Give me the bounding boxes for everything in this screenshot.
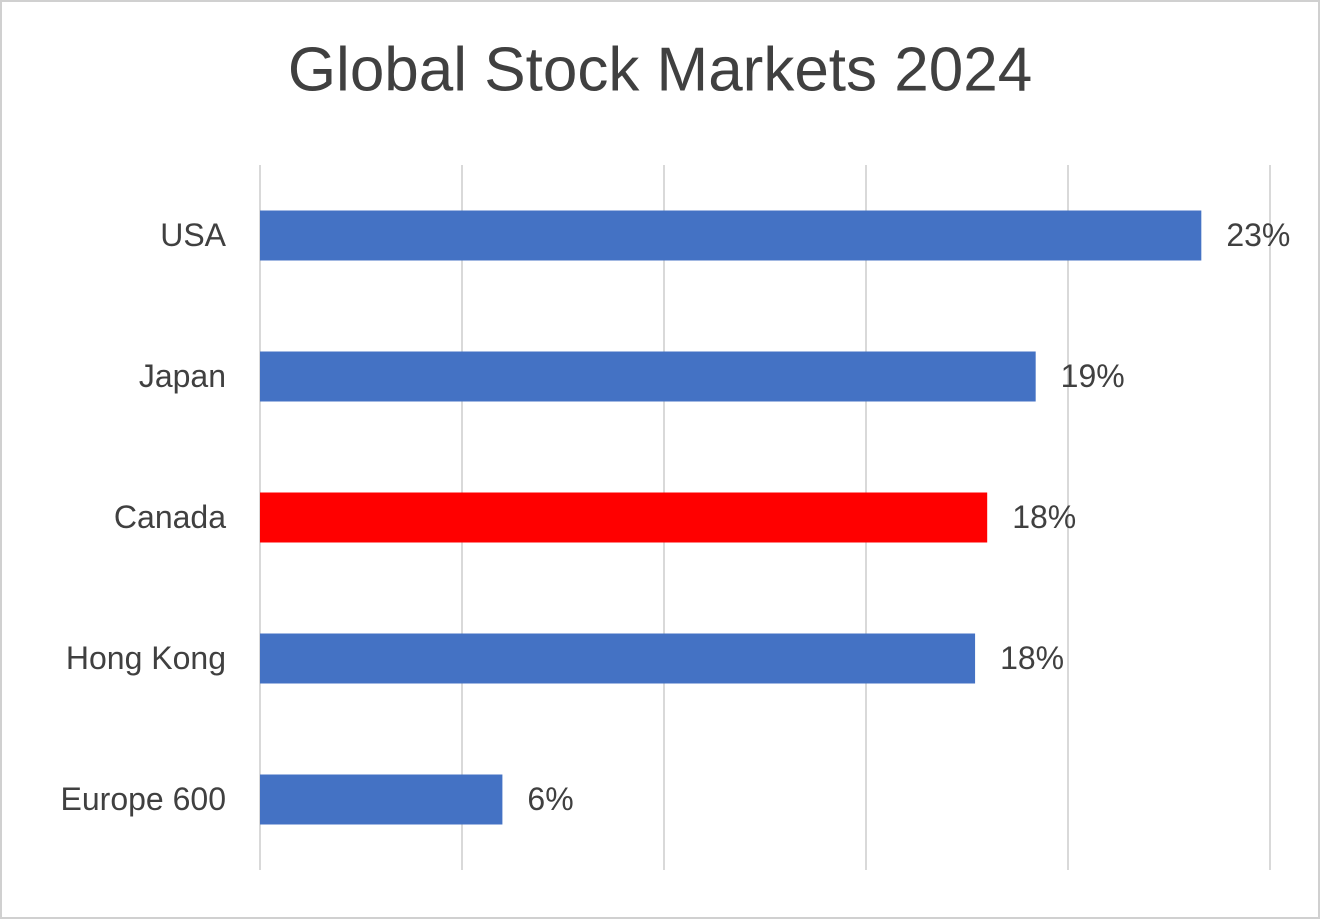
data-label: 23% [1226,217,1290,253]
y-tick-label: Japan [139,358,226,394]
y-tick-label: USA [160,217,226,253]
bar [260,351,1036,402]
bar [260,492,988,543]
data-label: 18% [1012,499,1076,535]
chart-title: Global Stock Markets 2024 [288,35,1032,104]
y-tick-label: Europe 600 [61,781,226,817]
data-label: 6% [527,781,573,817]
data-label: 19% [1061,358,1125,394]
bar [260,633,976,684]
bar [260,210,1202,261]
bar [260,774,503,825]
y-tick-label: Hong Kong [66,640,226,676]
y-tick-label: Canada [114,499,226,535]
data-label: 18% [1000,640,1064,676]
